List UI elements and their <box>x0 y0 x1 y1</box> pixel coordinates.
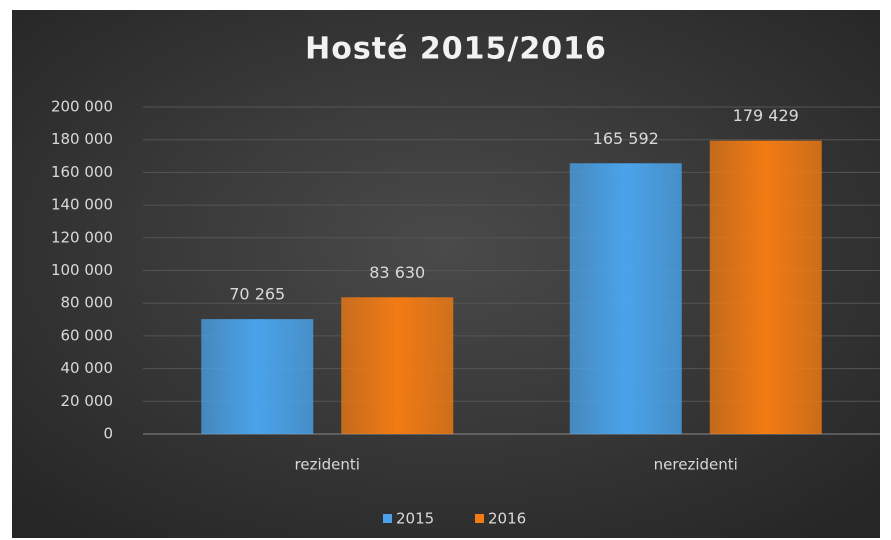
chart-title: Hosté 2015/2016 <box>305 32 607 67</box>
y-tick-label: 80 000 <box>61 294 114 312</box>
legend-label: 2015 <box>396 510 434 528</box>
bar <box>341 297 454 434</box>
legend-label: 2016 <box>488 510 526 528</box>
y-tick-label: 20 000 <box>61 392 114 410</box>
y-tick-label: 120 000 <box>51 228 113 246</box>
value-label: 165 592 <box>593 129 659 148</box>
y-tick-label: 180 000 <box>51 130 113 148</box>
y-tick-label: 100 000 <box>51 261 113 279</box>
bar <box>569 163 682 434</box>
y-tick-label: 60 000 <box>61 326 114 344</box>
value-label: 179 429 <box>733 106 799 125</box>
y-tick-label: 140 000 <box>51 196 113 214</box>
legend-swatch <box>383 514 392 523</box>
value-label: 70 265 <box>229 285 285 304</box>
y-tick-label: 0 <box>103 425 113 443</box>
bar <box>201 319 314 434</box>
y-tick-label: 160 000 <box>51 163 113 181</box>
bar <box>709 140 822 434</box>
legend-swatch <box>475 514 484 523</box>
x-tick-label: rezidenti <box>295 456 360 474</box>
y-tick-label: 200 000 <box>51 98 113 116</box>
x-tick-label: nerezidenti <box>654 456 738 474</box>
y-tick-label: 40 000 <box>61 359 114 377</box>
value-label: 83 630 <box>369 263 425 282</box>
